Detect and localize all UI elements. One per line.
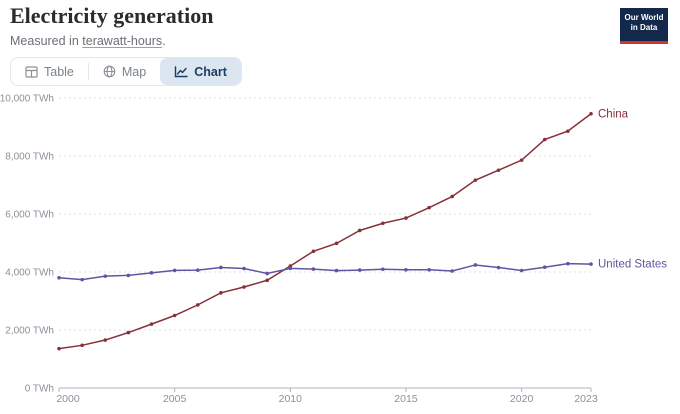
- series-label-united-states[interactable]: United States: [598, 259, 667, 271]
- series-point-united-states: [381, 267, 385, 272]
- y-axis-tick-label: 6,000 TWh: [5, 210, 54, 221]
- series-point-china: [450, 194, 455, 199]
- chart-subtitle: Measured in terawatt-hours.: [10, 34, 166, 48]
- owid-logo[interactable]: Our World in Data: [620, 8, 668, 44]
- series-point-china: [542, 137, 547, 142]
- x-axis-tick-label: 2020: [510, 393, 534, 405]
- series-point-china: [311, 249, 316, 254]
- series-point-china: [427, 205, 431, 210]
- series-point-china: [473, 178, 478, 182]
- series-point-china: [57, 346, 61, 351]
- globe-icon: [103, 65, 116, 78]
- series-point-united-states: [404, 267, 408, 272]
- series-point-united-states: [496, 265, 501, 270]
- x-axis-tick-label: 2023: [574, 393, 598, 405]
- series-point-united-states: [357, 268, 362, 272]
- series-point-china: [172, 313, 177, 318]
- series-point-china: [265, 278, 269, 283]
- series-point-china: [519, 158, 524, 162]
- series-label-china[interactable]: China: [598, 108, 629, 120]
- series-point-united-states: [450, 269, 455, 273]
- tab-chart-label: Chart: [194, 64, 227, 79]
- series-point-united-states: [149, 271, 154, 275]
- owid-logo-line2: in Data: [630, 23, 658, 33]
- series-point-china: [381, 221, 385, 226]
- series-line-united-states: [58, 262, 592, 281]
- series-point-united-states: [334, 268, 339, 273]
- tab-table[interactable]: Table: [11, 58, 88, 85]
- x-axis-tick-label: 2005: [163, 393, 187, 405]
- series-point-china: [357, 228, 362, 233]
- series-line-china: [58, 113, 592, 350]
- series-point-united-states: [195, 268, 200, 272]
- series-point-united-states: [242, 266, 246, 271]
- x-axis-tick-label: 2015: [394, 393, 418, 405]
- series-point-china: [103, 338, 108, 342]
- series-point-china: [404, 216, 408, 220]
- y-axis-tick-label: 2,000 TWh: [5, 326, 54, 337]
- table-icon: [25, 65, 38, 78]
- owid-logo-line1: Our World: [624, 13, 664, 22]
- series-point-united-states: [80, 277, 84, 282]
- y-axis-tick-label: 4,000 TWh: [5, 268, 54, 279]
- series-point-united-states: [427, 267, 431, 272]
- subtitle-text: Measured in: [10, 34, 83, 48]
- x-axis-tick-label: 2010: [279, 393, 303, 405]
- series-point-united-states: [542, 265, 547, 270]
- page-title: Electricity generation: [10, 3, 214, 28]
- tab-table-label: Table: [44, 64, 74, 79]
- series-point-china: [219, 291, 223, 295]
- series-point-china: [589, 111, 593, 116]
- series-point-united-states: [103, 274, 108, 278]
- series-point-united-states: [126, 273, 131, 278]
- series-point-united-states: [288, 266, 293, 271]
- line-chart-icon: [174, 65, 188, 78]
- series-point-united-states: [311, 267, 316, 271]
- series-point-united-states: [172, 268, 177, 273]
- series-point-china: [566, 129, 570, 133]
- series-point-china: [195, 303, 200, 307]
- tab-divider: [87, 63, 89, 80]
- series-point-united-states: [566, 261, 570, 266]
- x-axis-tick-label: 2000: [56, 393, 80, 405]
- series-point-united-states: [219, 265, 223, 270]
- series-point-united-states: [57, 275, 61, 280]
- tab-map-label: Map: [121, 64, 147, 79]
- y-axis-tick-label: 8,000 TWh: [5, 152, 54, 163]
- tab-chart[interactable]: Chart: [160, 58, 241, 85]
- series-point-united-states: [519, 268, 524, 273]
- y-axis-tick-label: 10,000 TWh: [0, 94, 54, 105]
- y-axis-tick-label: 0 TWh: [25, 384, 54, 395]
- series-point-china: [80, 343, 84, 348]
- series-point-united-states: [473, 263, 478, 267]
- series-point-china: [334, 241, 339, 246]
- terawatt-hours-link[interactable]: terawatt-hours: [82, 34, 163, 48]
- series-point-china: [126, 330, 131, 335]
- subtitle-period: .: [162, 34, 166, 48]
- view-tabs: Table Map Chart: [10, 57, 242, 86]
- series-point-united-states: [589, 262, 593, 266]
- series-point-china: [496, 168, 501, 173]
- series-point-china: [149, 322, 154, 326]
- series-point-united-states: [265, 271, 269, 276]
- tab-map[interactable]: Map: [89, 58, 160, 85]
- series-point-china: [242, 285, 246, 289]
